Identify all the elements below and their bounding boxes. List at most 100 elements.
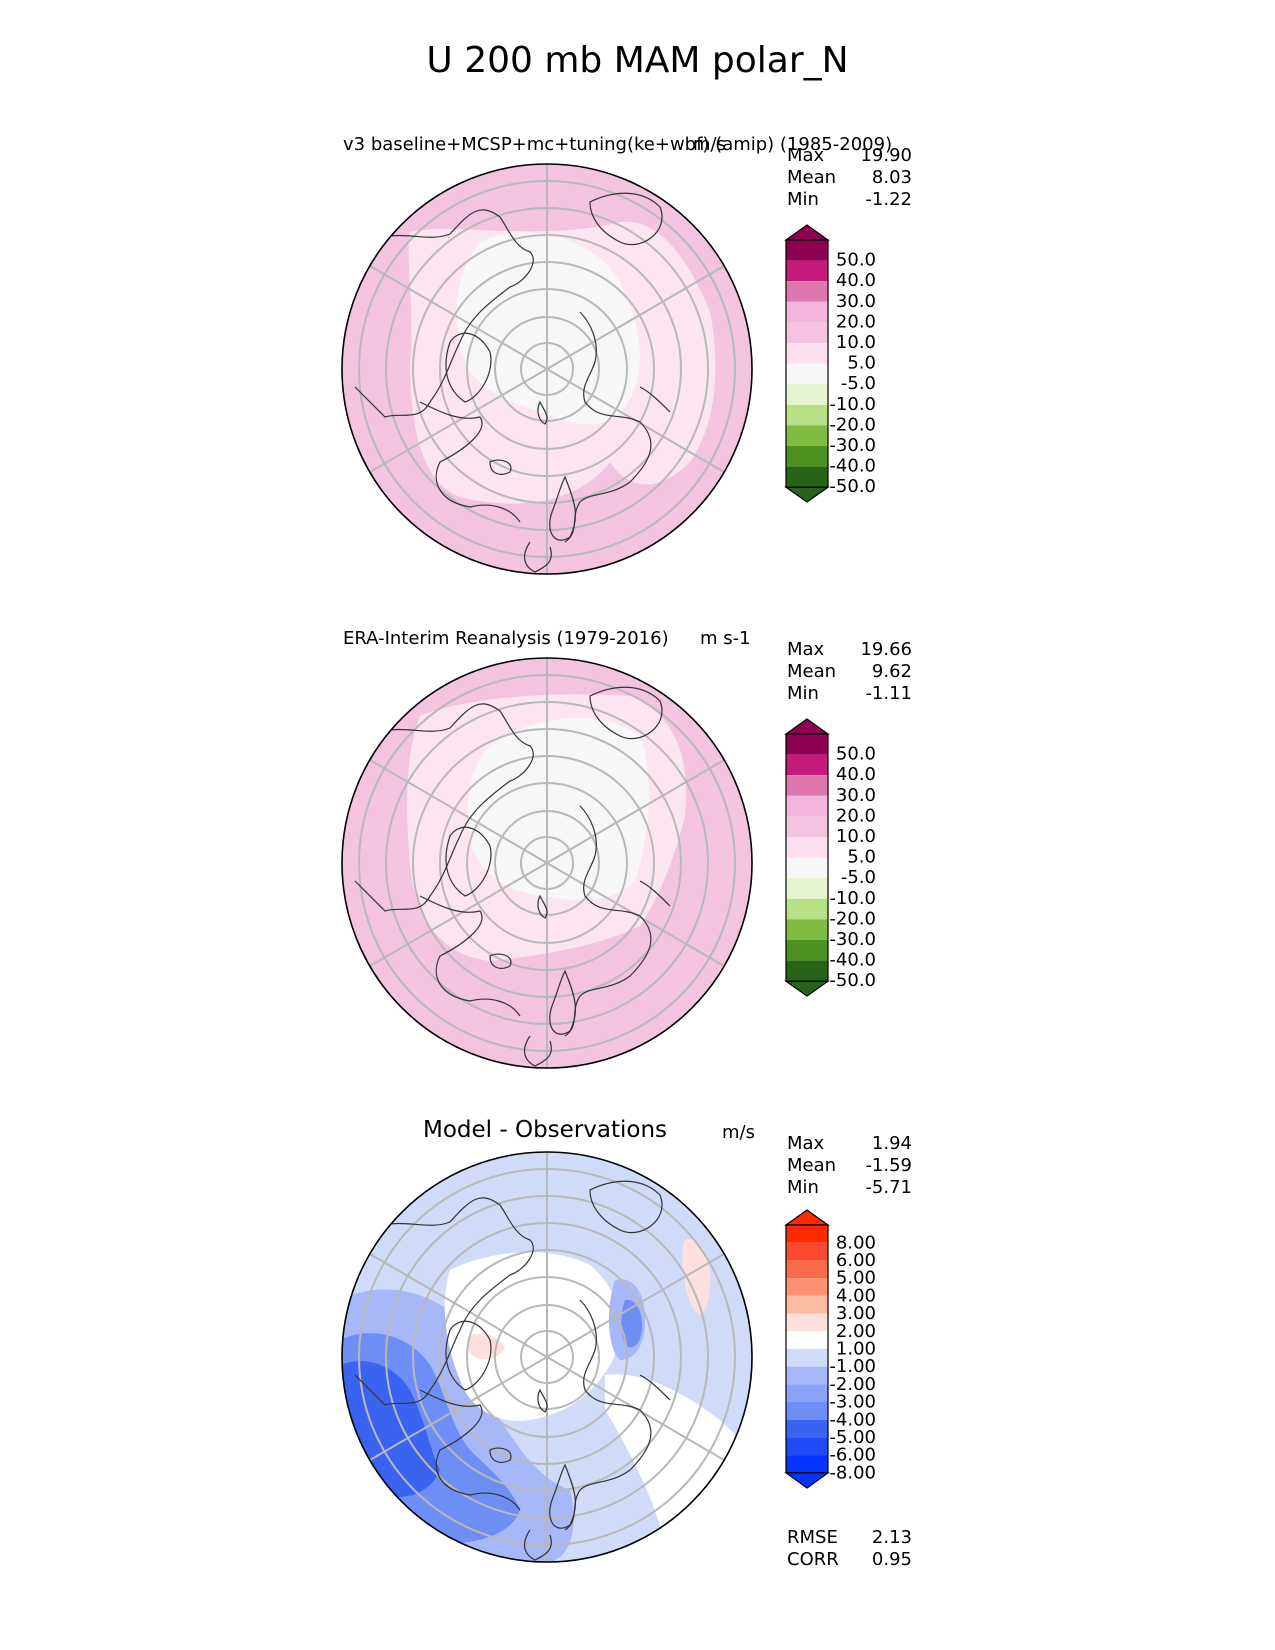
panel3-mean-label: Mean [787,1155,837,1176]
panel3-colorbar: 8.00 6.00 5.00 4.00 3.00 2.00 1.00 -1.00… [784,1209,876,1489]
panel2-graticule [358,658,736,1068]
panel3-colorbar-tick: 5.00 [836,1268,876,1289]
panel2-colorbar-tick: -5.0 [841,867,876,888]
panel2-colorbar-tick: 10.0 [836,826,876,847]
panel1-map [341,163,753,575]
panel1-colorbar-cell [786,404,828,426]
panel2-coastlines [354,686,671,1067]
panel1-colorbar-cell [786,384,828,405]
panel1-colorbar-extend-max [784,224,830,241]
panel3-colorbar-cell [786,1419,828,1438]
panel2-colorbar-frame [785,733,829,982]
panel1-colorbar-tick: 30.0 [836,291,876,312]
panel1-colorbar-cell [786,446,828,467]
panel1-colorbar-tick: -10.0 [829,394,876,415]
panel2-max-value: 19.66 [860,639,912,660]
panel1-colorbar-tick: 10.0 [836,332,876,353]
panel3-colorbar-cell [786,1278,828,1296]
panel2-mean-label: Mean [787,661,837,682]
panel2-colorbar-tick: 40.0 [836,764,876,785]
panel1-colorbar-cell [786,260,828,282]
panel2-colorbar: 50.0 40.0 30.0 20.0 10.0 5.0 -5.0 -10.0 … [784,718,876,997]
panel2-colorbar-cell [786,734,828,755]
panel2-colorbar-tick: -40.0 [829,950,876,971]
panel1-colorbar-cell [786,322,828,343]
panel1-mean-label: Mean [787,167,837,188]
panel2-colorbar-cell [786,857,828,879]
panel3-colorbar-tick: 3.00 [836,1303,876,1324]
panel3-colorbar-cell [786,1260,828,1279]
panel2-colorbar-tick: -20.0 [829,908,876,929]
panel1-colorbar-tick: 40.0 [836,270,876,291]
panel1-region-neutral [456,232,640,425]
panel1-colorbar-extend-min [784,486,830,503]
panel1-min-label: Min [787,189,819,210]
corr-value: 0.95 [871,1549,912,1570]
panel1-coastlines [354,192,671,573]
panel1-title: v3 baseline+MCSP+mc+tuning(ke+wbf) (amip… [343,134,893,155]
panel1-colorbar-tick: 5.0 [847,353,876,374]
panel3-colorbar-cell [786,1331,828,1349]
panel2-colorbar-cell [786,960,828,982]
panel2-min-label: Min [787,683,819,704]
panel3-colorbar-extend-max [784,1209,830,1226]
panel2-colorbar-cell [786,919,828,940]
panel3-colorbar-cell [786,1242,828,1261]
panel1-colorbar-tick: -5.0 [841,373,876,394]
panel3-colorbar-cell [786,1384,828,1402]
rmse-value: 2.13 [871,1527,912,1548]
panel2-colorbar-cell [786,940,828,961]
panel3-title: Model - Observations [423,1117,668,1143]
panel3-colorbar-tick: -4.00 [829,1409,876,1430]
panel3-colorbar-cell [786,1366,828,1385]
panel1-colorbar-cell [786,281,828,302]
panel3-map-border [341,1151,753,1563]
panel3-colorbar-cell [786,1295,828,1314]
panel3-units: m/s [722,1122,755,1143]
panel1-colorbar-cell [786,343,828,364]
panel3-colorbar-tick: -2.00 [829,1374,876,1395]
panel2-colorbar-tick: -50.0 [829,970,876,991]
panel3-colorbar-tick: 8.00 [836,1232,876,1253]
panel2-min-value: -1.11 [865,683,912,704]
panel1-max-value: 19.90 [860,145,912,166]
panel1-colorbar-cell [786,466,828,488]
panel3-colorbar-tick: 4.00 [836,1285,876,1306]
panel2-map [341,657,753,1069]
panel2-colorbar-tick: 20.0 [836,805,876,826]
panel2-colorbar-tick: 50.0 [836,744,876,765]
panel2-colorbar-tick: 5.0 [847,847,876,868]
panel3-coastlines [354,1180,671,1561]
panel3-colorbar-cell [786,1225,828,1243]
panel2-colorbar-extend-max [784,718,830,735]
panel1-colorbar-tick: -30.0 [829,435,876,456]
panel2-title: ERA-Interim Reanalysis (1979-2016) [343,628,669,649]
panel3-colorbar-tick: 6.00 [836,1250,876,1271]
panel3-colorbar-tick: 1.00 [836,1339,876,1360]
panel2-colorbar-cell [786,795,828,817]
panel3-colorbar-tick: -6.00 [829,1445,876,1466]
panel3-colorbar-tick: -1.00 [829,1356,876,1377]
panel1-colorbar-tick: -20.0 [829,414,876,435]
panel1-colorbar-tick: 20.0 [836,311,876,332]
panel1-colorbar-tick: -50.0 [829,476,876,497]
panel1-colorbar-cell [786,301,828,323]
panel2-region-neutral [468,717,650,901]
panel1-mean-value: 8.03 [871,167,912,188]
panel2-units: m s-1 [700,628,751,649]
panel2-colorbar-cell [786,775,828,796]
panel2-colorbar-tick: -10.0 [829,888,876,909]
panel1-colorbar-tick: -40.0 [829,456,876,477]
panel3-min-value: -5.71 [865,1177,912,1198]
panel3-colorbar-tick: -3.00 [829,1392,876,1413]
panel3-colorbar-cell [786,1437,828,1456]
panel2-colorbar-cell [786,898,828,920]
panel2-colorbar-cell [786,878,828,899]
figure-title: U 200 mb MAM polar_N [426,40,849,81]
panel1-units: m/s [693,134,726,155]
panel3-max-value: 1.94 [871,1133,912,1154]
panel3-colorbar-tick: -5.00 [829,1427,876,1448]
panel3-map [341,1151,753,1563]
panel1-colorbar-cell [786,363,828,385]
panel3-colorbar-frame [785,1224,829,1474]
